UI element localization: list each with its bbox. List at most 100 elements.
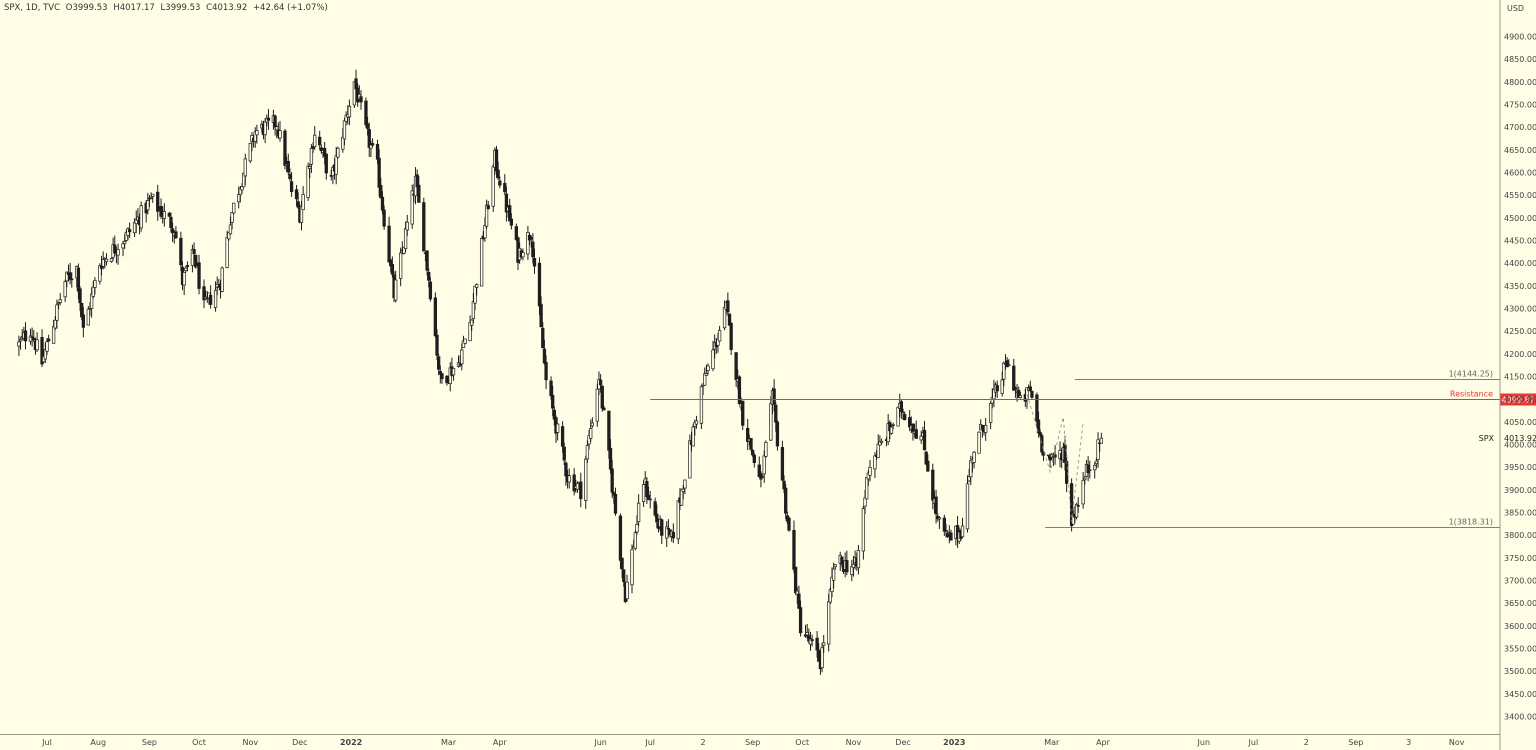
candle [944, 523, 948, 538]
candle [45, 337, 49, 356]
candle-body-up [451, 368, 456, 376]
candle [266, 108, 271, 130]
candle [484, 199, 489, 229]
candle-body-down [666, 527, 671, 530]
candle-body-up [55, 304, 59, 321]
candle [399, 247, 403, 287]
candle [380, 191, 385, 215]
candle [123, 234, 127, 249]
candle [541, 322, 545, 349]
candle [463, 338, 467, 345]
y-tick-label: 4600.00 [1504, 169, 1536, 178]
candle-body-up [232, 202, 236, 214]
candle [726, 292, 730, 316]
candle-body-down [980, 425, 985, 430]
x-tick-label: Jul [1248, 738, 1259, 747]
candle-body-down [757, 464, 761, 478]
candle [873, 452, 877, 479]
candle [318, 130, 322, 150]
x-tick-label: Nov [846, 738, 862, 747]
candle-body-down [367, 129, 371, 148]
candle-body-up [308, 166, 312, 169]
candle-body-down [552, 409, 556, 420]
candle-body-down [671, 532, 675, 539]
candle-body-down [549, 380, 553, 397]
candle-body-up [403, 228, 408, 249]
candle [182, 271, 186, 295]
candle-body-up [347, 105, 352, 118]
candle [324, 153, 328, 180]
candle-body-up [575, 483, 580, 490]
candle-body-up [45, 341, 49, 352]
candle [370, 138, 375, 147]
candle-body-down [322, 147, 327, 157]
candle-body-up [965, 483, 970, 530]
candle-body-down [653, 501, 657, 516]
candle [764, 440, 768, 458]
candle [55, 299, 59, 329]
candle [1083, 475, 1087, 485]
y-tick-label: 4300.00 [1504, 305, 1536, 314]
candle [283, 128, 287, 170]
candle-body-up [691, 426, 695, 447]
y-tick-label: 4750.00 [1504, 101, 1536, 110]
candle [572, 468, 576, 496]
candle [942, 514, 947, 536]
candle-body-up [1046, 454, 1051, 457]
candle-body-down [266, 117, 271, 121]
candle [691, 423, 695, 447]
candle-body-up [146, 200, 150, 211]
candle [403, 221, 408, 253]
legend-symbol[interactable]: SPX, 1D, TVC [4, 3, 61, 13]
y-tick-label: 4350.00 [1504, 282, 1536, 291]
candle [757, 456, 761, 478]
candle-body-up [471, 301, 476, 319]
candle [521, 248, 525, 261]
candle [309, 144, 314, 173]
candle [620, 557, 624, 579]
candle [68, 262, 72, 285]
candle [762, 450, 766, 483]
candle-body-down [798, 607, 803, 634]
candle-body-down [1028, 386, 1032, 391]
candle-body-down [539, 303, 543, 328]
candle [425, 249, 429, 276]
candle [445, 375, 449, 386]
candle [671, 523, 675, 544]
symbol-legend[interactable]: SPX, 1D, TVC O3999.53 H4017.17 L3999.53 … [4, 3, 331, 13]
candle-body-down [422, 202, 426, 252]
price-axis[interactable]: 4900.00 4850.00 4800.00 4750.00 4700.00 4650.… [1504, 33, 1536, 722]
candle-body-down [197, 262, 201, 289]
candle-body-down [514, 226, 518, 240]
candle [17, 335, 21, 356]
candle [23, 322, 28, 350]
candle [633, 530, 637, 551]
candle-body-down [737, 376, 742, 405]
candle [1012, 358, 1016, 391]
candle [486, 200, 490, 210]
candle-body-down [496, 169, 500, 179]
candle-body-up [255, 130, 259, 136]
candle-body-down [942, 517, 947, 532]
candle-body-up [879, 440, 884, 443]
candle-body-up [919, 435, 923, 441]
candle [903, 411, 907, 421]
candle [931, 463, 935, 510]
candle-body-down [598, 379, 603, 386]
candle [301, 186, 305, 211]
candle-body-up [162, 211, 166, 219]
candle-body-down [926, 460, 930, 472]
candle-body-down [817, 649, 821, 662]
candle-body-up [1000, 379, 1004, 394]
x-tick-label: Jul [41, 738, 52, 747]
candle [377, 149, 381, 197]
candle-body-down [660, 519, 664, 536]
candle [109, 257, 114, 263]
candle [602, 405, 606, 411]
candle [946, 530, 950, 538]
candle [405, 214, 409, 236]
candle [589, 419, 593, 442]
time-axis[interactable]: Jul Aug Sep Oct Nov Dec 2022 Mar Apr Jun Jul 2 Sep Oc… [41, 738, 1465, 747]
